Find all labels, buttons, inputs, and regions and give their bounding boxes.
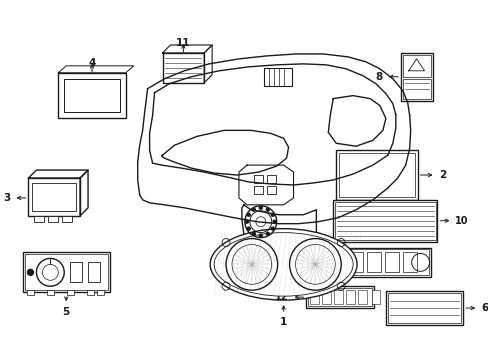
Text: 12: 12: [275, 292, 288, 302]
Circle shape: [259, 234, 262, 237]
Bar: [387, 293, 460, 323]
Bar: [332, 200, 437, 242]
Text: 7: 7: [257, 255, 264, 265]
Bar: [336, 150, 417, 200]
Bar: [253, 186, 262, 194]
Bar: [384, 252, 398, 272]
Bar: [67, 290, 74, 295]
Circle shape: [27, 269, 33, 275]
Circle shape: [245, 220, 248, 223]
Text: 4: 4: [88, 58, 96, 68]
Bar: [402, 79, 429, 99]
Circle shape: [265, 208, 269, 211]
Bar: [357, 290, 366, 304]
Bar: [62, 216, 72, 222]
Text: 11: 11: [176, 38, 190, 48]
Circle shape: [271, 213, 274, 216]
Bar: [402, 252, 416, 272]
Bar: [48, 216, 58, 222]
Bar: [400, 53, 432, 100]
Text: 6: 6: [480, 303, 488, 313]
Bar: [339, 153, 414, 197]
Bar: [58, 73, 125, 118]
Bar: [64, 79, 120, 112]
Text: 8: 8: [375, 72, 382, 82]
Bar: [28, 178, 80, 216]
Circle shape: [271, 227, 274, 230]
Bar: [366, 252, 380, 272]
Bar: [330, 252, 345, 272]
Bar: [27, 290, 34, 295]
Bar: [253, 175, 262, 183]
Bar: [88, 262, 100, 282]
Bar: [263, 68, 291, 86]
Bar: [97, 290, 104, 295]
Ellipse shape: [210, 229, 356, 300]
Bar: [385, 291, 462, 325]
Bar: [162, 53, 204, 83]
Bar: [327, 249, 427, 275]
Bar: [346, 290, 354, 304]
Circle shape: [273, 220, 276, 223]
Text: 10: 10: [454, 216, 468, 226]
Bar: [310, 290, 319, 304]
Circle shape: [247, 213, 250, 216]
Bar: [34, 216, 44, 222]
Text: 3: 3: [3, 193, 11, 203]
Bar: [334, 290, 343, 304]
Circle shape: [247, 227, 250, 230]
Ellipse shape: [214, 233, 352, 296]
Circle shape: [252, 232, 255, 235]
Text: 9: 9: [301, 257, 308, 267]
Text: 1: 1: [280, 317, 286, 327]
Bar: [308, 288, 371, 306]
Circle shape: [259, 206, 262, 209]
Bar: [24, 255, 108, 290]
Bar: [266, 175, 275, 183]
Bar: [87, 290, 94, 295]
Bar: [402, 55, 429, 77]
Bar: [322, 290, 330, 304]
Bar: [266, 186, 275, 194]
Text: 5: 5: [62, 307, 70, 317]
Bar: [335, 202, 435, 239]
Bar: [306, 286, 373, 308]
Circle shape: [265, 232, 269, 235]
Bar: [70, 262, 82, 282]
Bar: [371, 290, 379, 304]
Bar: [22, 252, 110, 292]
Circle shape: [252, 208, 255, 211]
Bar: [325, 248, 429, 277]
Bar: [348, 252, 362, 272]
Bar: [47, 290, 54, 295]
Bar: [32, 183, 76, 211]
Text: 2: 2: [439, 170, 446, 180]
